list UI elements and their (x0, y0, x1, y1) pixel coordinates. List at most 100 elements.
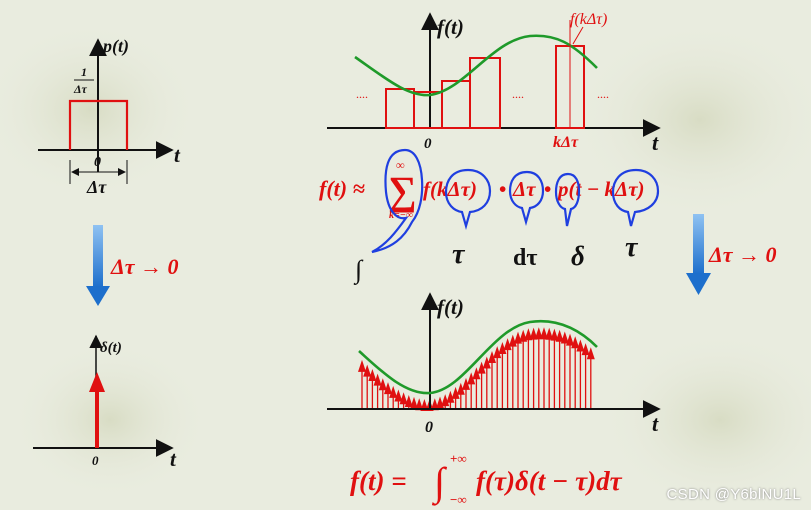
right-limit-label: Δτ → 0 (708, 242, 777, 267)
impulse-head-39 (555, 329, 564, 342)
impulse-head-11 (410, 396, 418, 409)
substitution-symbols: ∫ τ dτ δ τ (353, 232, 639, 285)
conv-lhs: f(t) = (350, 466, 407, 496)
impulse-head-34 (529, 327, 538, 340)
conv-integral: ∫ (431, 459, 448, 506)
delta-panel: δ(t) t 0 (33, 334, 177, 471)
impulse-head-8 (394, 389, 403, 402)
staircase-panel: f(kΔτ) f(t) t 0 kΔτ .... .... .... (327, 11, 661, 155)
convolution-formula: f(t) = ∫ +∞ −∞ f(τ)δ(t − τ)dτ (350, 451, 623, 507)
bubble-sum (371, 148, 424, 254)
term-f-k-delta: f(kΔτ) (423, 177, 477, 201)
staircase-origin-label: 0 (424, 136, 432, 152)
impulse-head-23 (472, 367, 481, 380)
subst-delta: δ (571, 241, 585, 271)
impulse-head-22 (467, 372, 476, 385)
impulse-head-5 (378, 378, 387, 391)
right-limit-arrow-shaft (693, 214, 704, 274)
left-limit-arrow-head (86, 286, 110, 306)
impulse-head-28 (498, 342, 507, 355)
staircase-curve (354, 34, 598, 97)
delta-y-label: δ(t) (100, 340, 122, 356)
impulse-head-7 (389, 385, 398, 398)
pulse-shape (68, 99, 129, 150)
dots-left: .... (356, 87, 368, 101)
impulse-head-17 (441, 394, 450, 407)
left-limit-arrow-shaft (93, 225, 103, 287)
impulse-head-19 (451, 386, 460, 399)
sum-lower: k=−∞ (389, 210, 413, 221)
impulse-train (358, 327, 595, 412)
impulse-head-4 (373, 373, 382, 386)
impulse-head-41 (566, 333, 574, 346)
delta-origin-label: 0 (92, 453, 99, 468)
impulse-head-13 (420, 398, 429, 411)
right-limit-arrow-head (686, 273, 711, 295)
pulse-height-denominator: Δτ (73, 82, 88, 96)
impulse-head-40 (560, 331, 569, 344)
impulse-head-27 (493, 346, 502, 359)
pulse-y-label: p(t) (101, 36, 129, 57)
impulse-head-42 (571, 336, 580, 349)
impulse-panel: f(t) t 0 (327, 292, 661, 436)
delta-x-label: t (170, 447, 177, 471)
pulse-width-arrowhead-left (71, 168, 79, 176)
impulse-head-3 (368, 368, 377, 381)
staircase-bar-2 (413, 91, 443, 129)
impulse-head-12 (415, 398, 424, 411)
term-dot-2: • (544, 177, 551, 201)
substitution-bubbles (371, 148, 660, 254)
impulse-x-label: t (652, 411, 659, 436)
conv-lower-limit: −∞ (450, 492, 467, 507)
watermark: CSDN @Y6blNU1L (666, 486, 801, 503)
impulse-head-36 (540, 327, 548, 340)
pulse-origin-label: 0 (94, 155, 101, 170)
bubble-p (554, 172, 581, 227)
impulse-head-18 (446, 390, 455, 403)
impulse-head-45 (586, 347, 595, 360)
right-limit-arrow: Δτ → 0 (686, 214, 777, 295)
subst-tau-2: τ (625, 232, 639, 263)
term-p-shift: p(t − kΔτ) (556, 177, 645, 201)
curve-label: f(kΔτ) (570, 11, 607, 28)
conv-integrand: f(τ)δ(t − τ)dτ (476, 466, 623, 496)
pulse-panel: p(t) 1 Δτ t 0 Δτ (38, 36, 181, 197)
impulse-head-29 (503, 338, 512, 351)
pulse-width-label: Δτ (86, 177, 107, 197)
approx-formula: f(t) ≈ ∑ ∞ k=−∞ f(kΔτ) • Δτ • p(t − kΔτ) (319, 158, 645, 221)
staircase-bar-4 (469, 57, 501, 129)
dots-middle: .... (512, 87, 524, 101)
subst-integral: ∫ (353, 255, 364, 285)
background-texture (0, 20, 811, 510)
pulse-x-label: t (174, 143, 181, 167)
staircase-bar-1 (385, 88, 415, 129)
impulse-head-10 (404, 395, 413, 408)
conv-upper-limit: +∞ (450, 451, 467, 466)
curve-label-leader (572, 26, 584, 45)
left-limit-arrow: Δτ → 0 (86, 225, 179, 306)
impulse-head-20 (456, 382, 465, 395)
impulse-head-9 (399, 392, 408, 405)
bubble-k-delta-tau-2 (611, 168, 660, 227)
k-delta-label: kΔτ (553, 134, 579, 151)
term-dot-1: • (499, 177, 506, 201)
impulse-head-35 (534, 327, 543, 340)
impulse-y-label: f(t) (437, 295, 464, 319)
bubble-delta-tau (508, 170, 545, 227)
approx-lhs: f(t) ≈ (319, 176, 365, 201)
impulse-head-2 (363, 364, 372, 377)
sum-upper: ∞ (396, 158, 405, 172)
impulse-head-38 (550, 328, 559, 341)
staircase-x-label: t (652, 130, 659, 155)
impulse-head-25 (482, 356, 491, 369)
impulse-head-37 (545, 327, 554, 340)
staircase-bar-3 (441, 80, 471, 129)
impulse-head-26 (488, 351, 496, 364)
impulse-head-1 (358, 359, 366, 372)
term-delta-tau: Δτ (512, 177, 536, 201)
impulse-curve (358, 319, 598, 395)
subst-d-tau: dτ (513, 245, 537, 271)
sum-symbol: ∑ (388, 168, 417, 213)
impulse-head-43 (576, 339, 585, 352)
